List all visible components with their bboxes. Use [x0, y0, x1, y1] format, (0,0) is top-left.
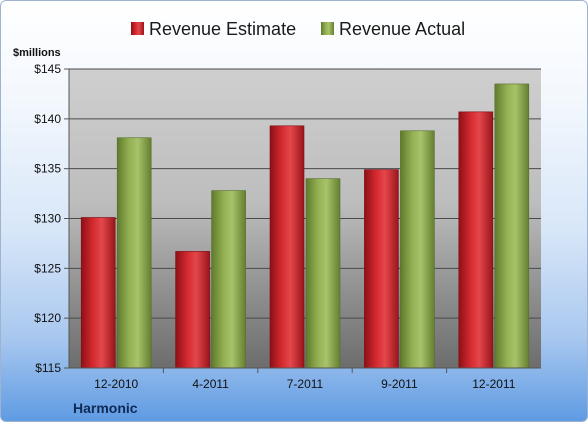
legend-label-actual: Revenue Actual	[339, 19, 465, 39]
y-tick-label: $120	[34, 311, 61, 325]
bars	[80, 83, 530, 369]
legend: Revenue Estimate Revenue Actual	[131, 19, 465, 39]
y-tick-label: $125	[34, 261, 61, 275]
y-axis-unit-label: $millions	[13, 47, 61, 59]
bar-estimate-12-2010	[80, 217, 116, 369]
bar-estimate-12-2011	[458, 111, 494, 369]
bar-estimate-4-2011	[175, 251, 210, 369]
y-tick-label: $140	[34, 112, 61, 126]
legend-swatch-actual	[321, 22, 334, 35]
bar-actual-7-2011	[305, 178, 341, 369]
y-axis-ticks: $115 $120 $125 $130 $135 $140 $145	[34, 62, 69, 375]
legend-swatch-estimate	[131, 22, 144, 35]
x-axis-ticks: 12-2010 4-2011 7-2011 9-2011 12-2011	[94, 368, 516, 391]
y-tick-label: $115	[35, 361, 61, 375]
x-tick-label: 12-2011	[472, 377, 515, 391]
y-tick-label: $130	[34, 212, 61, 226]
legend-label-estimate: Revenue Estimate	[149, 19, 296, 39]
y-tick-label: $145	[34, 62, 61, 76]
bar-actual-9-2011	[400, 130, 435, 369]
bar-estimate-9-2011	[364, 169, 399, 369]
bar-actual-12-2011	[494, 83, 530, 369]
bar-actual-12-2010	[116, 137, 152, 369]
x-tick-label: 12-2010	[94, 377, 138, 391]
y-tick-label: $135	[34, 162, 61, 176]
x-tick-label: 4-2011	[192, 377, 229, 391]
x-tick-label: 7-2011	[287, 377, 324, 391]
bar-estimate-7-2011	[269, 125, 305, 369]
x-tick-label: 9-2011	[381, 377, 418, 391]
company-label: Harmonic	[73, 400, 138, 416]
bar-actual-4-2011	[211, 190, 246, 369]
